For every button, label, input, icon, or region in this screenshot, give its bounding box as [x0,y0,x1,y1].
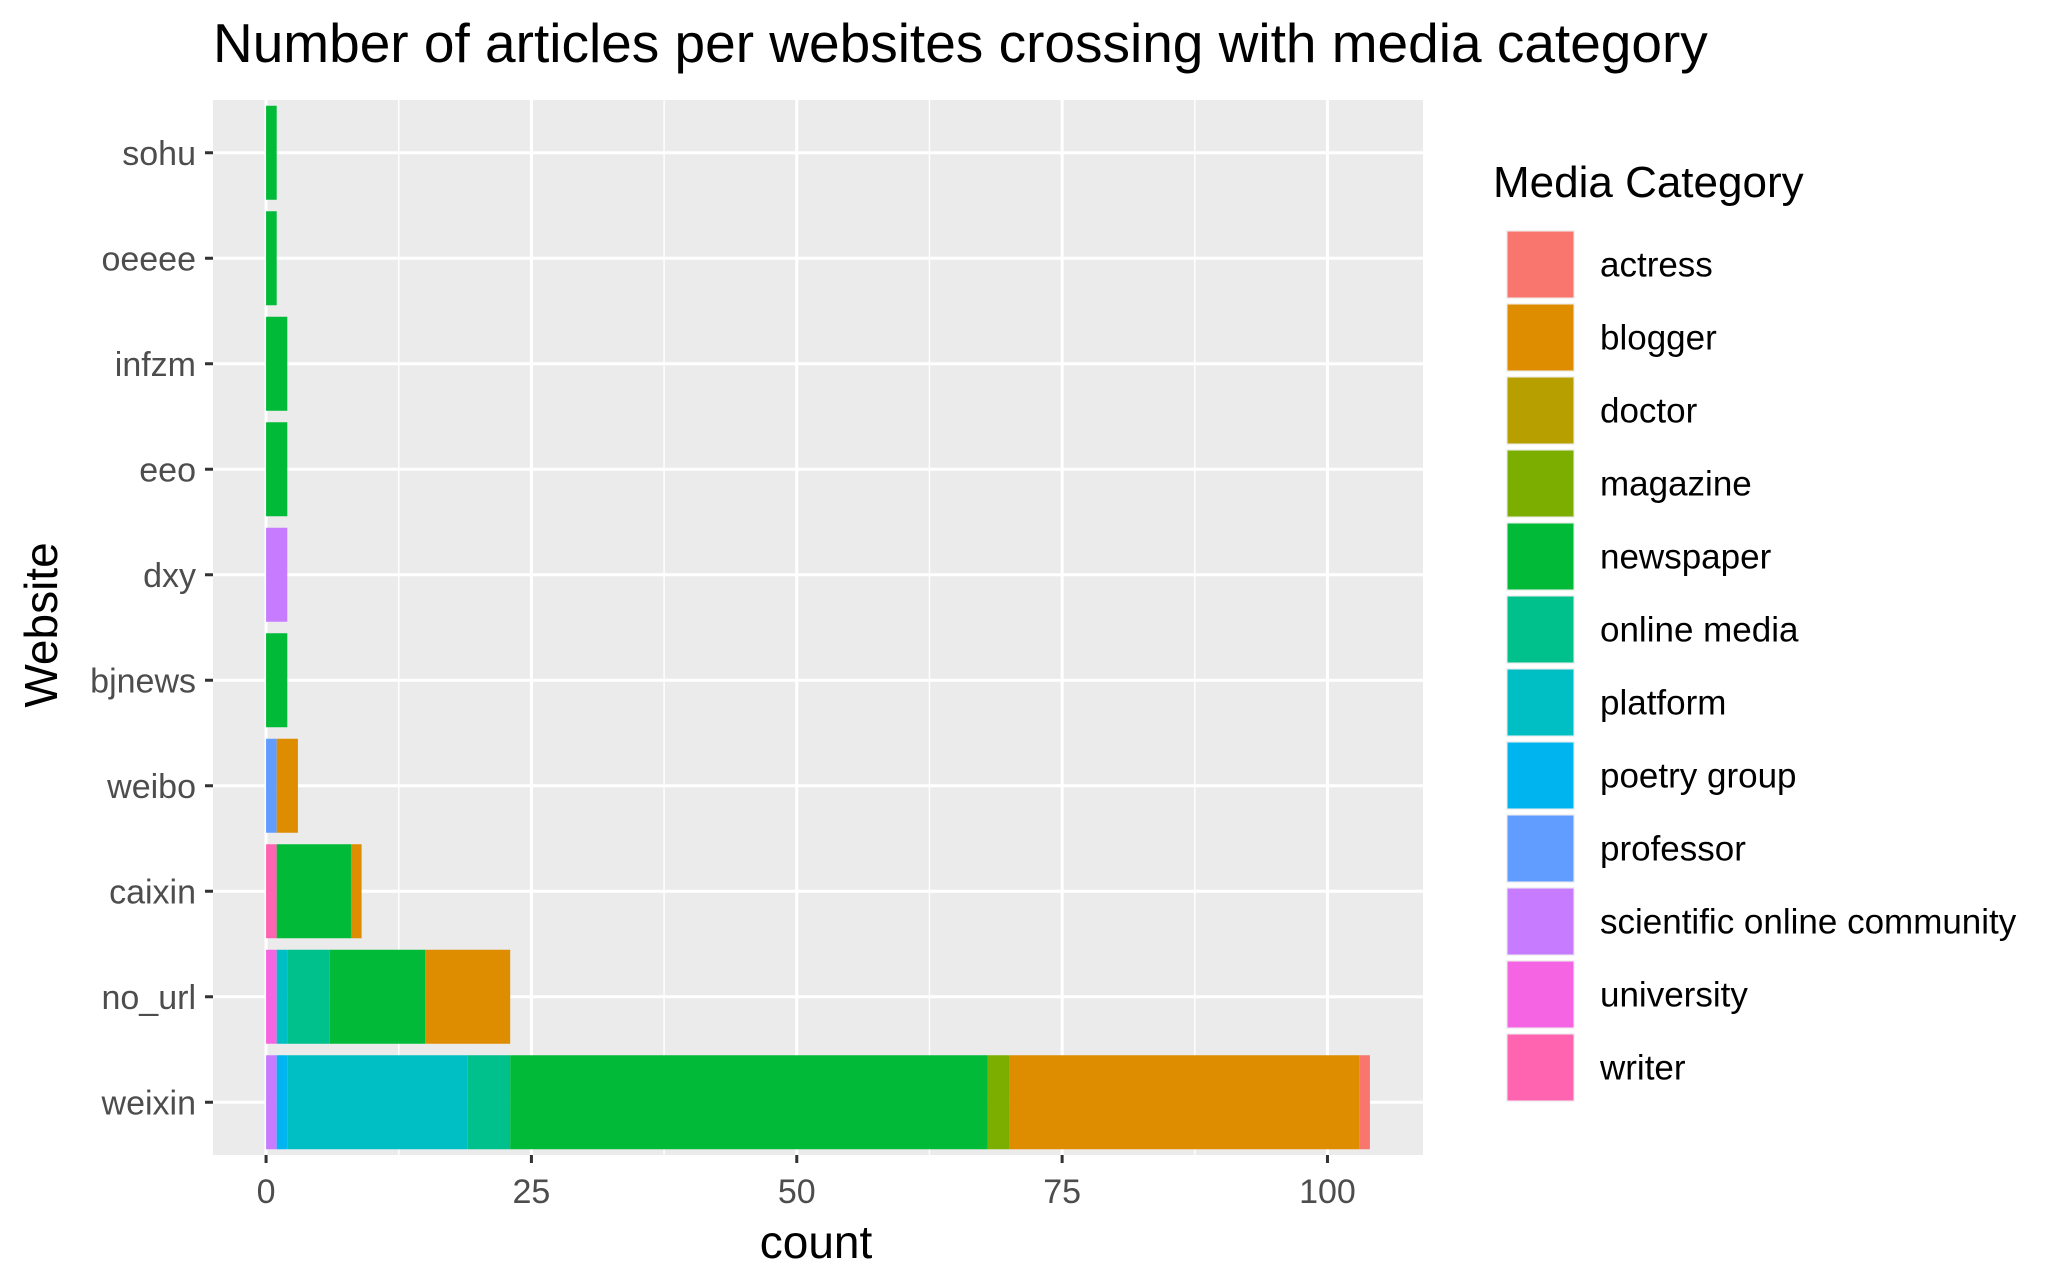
bar-segment [266,738,277,833]
x-tick-label: 100 [1299,1173,1356,1211]
legend-swatch [1507,377,1574,444]
legend-title: Media Category [1493,158,1804,207]
x-tick-label: 75 [1043,1173,1081,1211]
bar-segment [987,1055,1010,1150]
y-tick-label: caixin [109,873,196,911]
legend-swatch [1507,961,1574,1028]
y-tick-label: weibo [106,768,196,806]
legend-swatch [1507,304,1574,371]
bar-segment [266,1055,277,1150]
y-tick-label: sohu [122,135,196,173]
bar-segment [266,105,277,200]
legend-label: poetry group [1600,757,1797,796]
legend-label: writer [1599,1049,1686,1088]
plot-panel: sohu oeeee infzm eeo dxy bjnews weibo caixin no_… [90,100,1423,1211]
legend-swatch [1507,669,1574,736]
bar-segment [425,949,511,1044]
y-axis-title: Website [15,542,67,707]
y-tick-label: bjnews [90,662,196,700]
legend-label: professor [1600,830,1746,869]
bar-segment [266,211,277,306]
bar-segment [350,844,362,939]
x-tick-label: 25 [513,1173,551,1211]
legend-label: university [1600,976,1748,1015]
bar-segment [287,1055,468,1150]
x-axis-title: count [760,1216,873,1268]
y-tick-label: eeo [139,451,196,489]
y-tick-label: oeeee [101,240,196,278]
legend-swatch [1507,450,1574,517]
y-tick-label: no_url [101,979,196,1017]
legend: actress blogger doctor magazine newspaper onl… [1506,230,2017,1102]
y-tick-label: weixin [101,1084,196,1122]
bar-segment [276,1055,288,1150]
legend-label: newspaper [1600,538,1772,577]
legend-label: magazine [1600,465,1752,504]
bar-segment [266,316,288,411]
bar-segment [266,844,277,939]
bar-segment [276,844,351,939]
legend-label: scientific online community [1600,903,2017,942]
bar-segment [1359,1055,1370,1150]
bar-segment [266,633,288,728]
bar-segment [276,738,298,833]
legend-swatch [1507,1034,1574,1101]
legend-swatch [1507,815,1574,882]
bar-segment [266,527,288,622]
legend-swatch [1507,231,1574,298]
bar-segment [266,422,288,517]
bar-segment [329,949,426,1044]
legend-label: blogger [1600,319,1717,358]
legend-label: online media [1600,611,1799,650]
bar-segment [467,1055,511,1150]
bar-segment [276,949,288,1044]
legend-label: platform [1600,684,1726,723]
bar-segment [510,1055,988,1150]
bar-segment [287,949,330,1044]
legend-swatch [1507,742,1574,809]
legend-swatch [1507,523,1574,590]
bar-segment [266,949,277,1044]
legend-label: actress [1600,246,1713,285]
legend-swatch [1507,888,1574,955]
legend-label: doctor [1600,392,1698,431]
chart-title: Number of articles per websites crossing… [213,12,1708,74]
x-tick-label: 50 [778,1173,816,1211]
bar-segment [1009,1055,1360,1150]
y-tick-label: infzm [115,346,196,384]
legend-swatch [1507,596,1574,663]
y-tick-label: dxy [143,557,196,595]
x-tick-label: 0 [257,1173,276,1211]
